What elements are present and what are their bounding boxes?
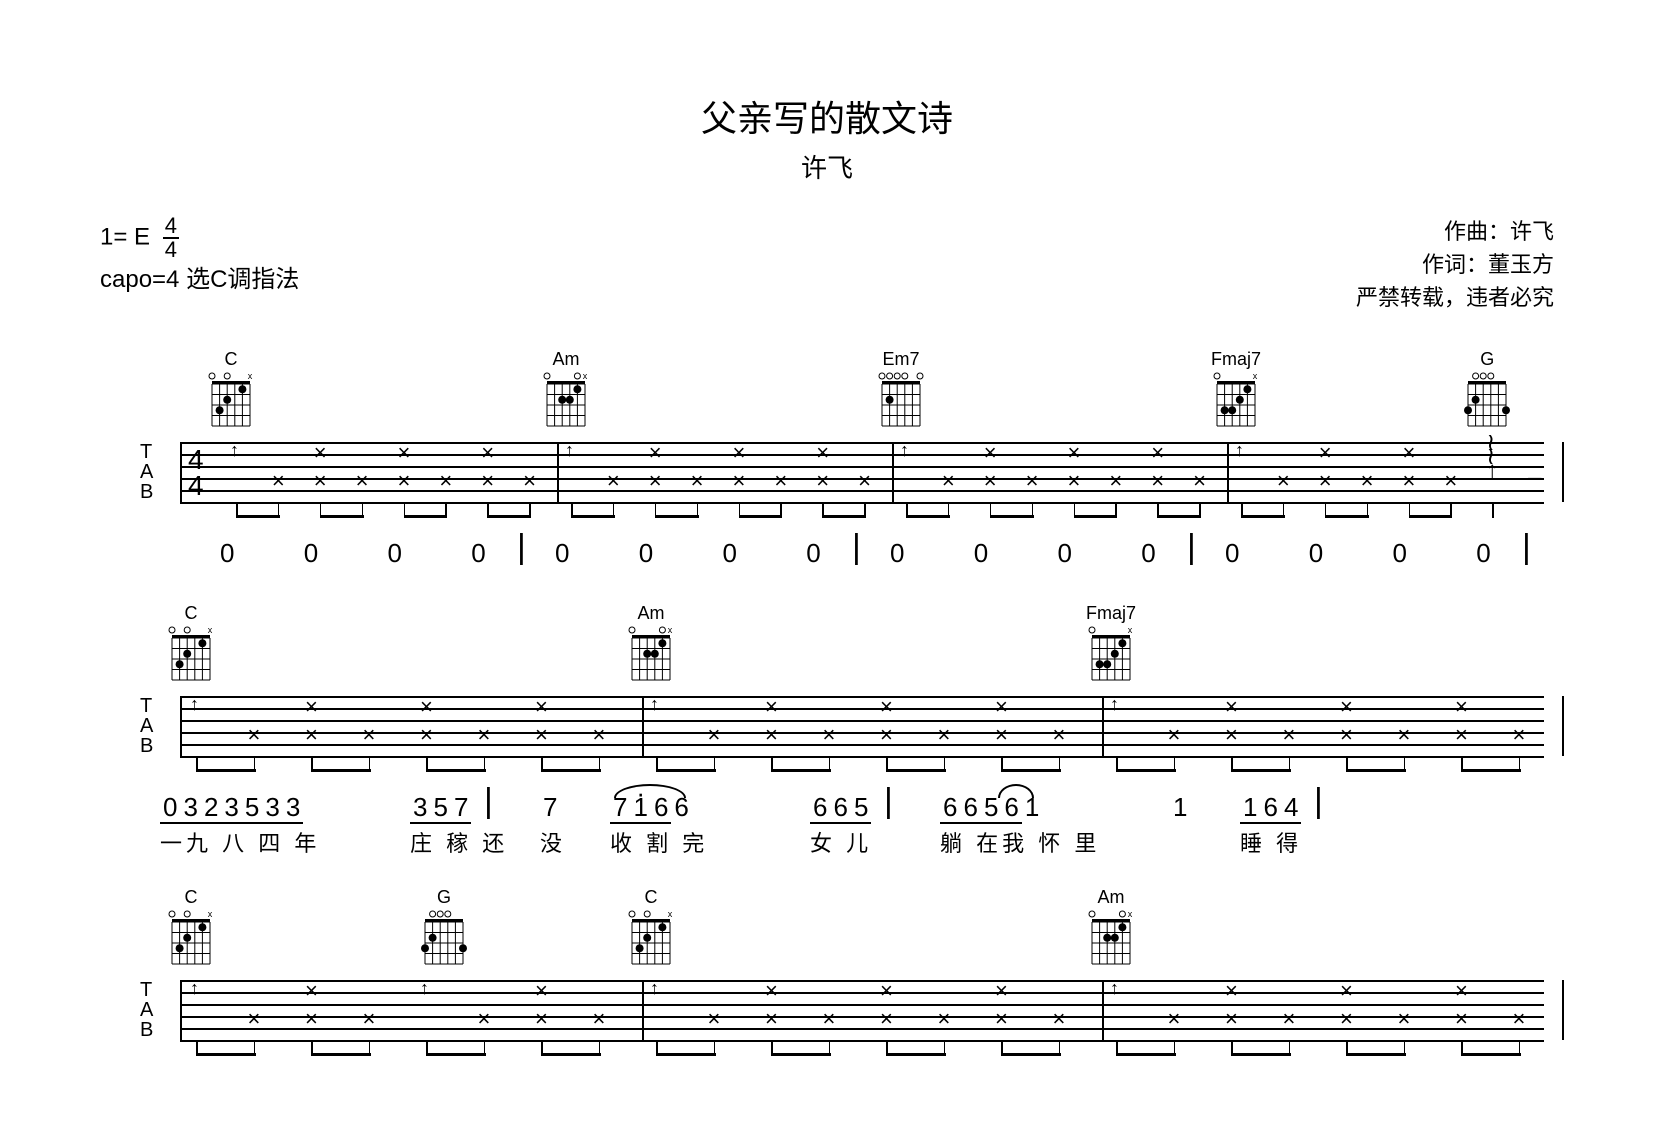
tab-clef: TAB [140, 980, 153, 1040]
tab-systems: CxAmxEm7Fmaj7xGTAB44↑××××××××××↑××××××××… [100, 338, 1554, 1060]
chord-diagram: Fmaj7x [1211, 349, 1261, 432]
song-title: 父亲写的散文诗 [100, 90, 1554, 142]
svg-text:x: x [248, 372, 253, 381]
system: CxAmxEm7Fmaj7xGTAB44↑××××××××××↑××××××××… [100, 338, 1554, 578]
tab-clef: TAB [140, 696, 153, 756]
system: Cx G Cx AmxTAB↑××××↑××××↑××××××××××↑×××××××… [100, 876, 1554, 1060]
tab-staff: TAB↑××××××××××↑××××××××××↑×××××××××× [130, 686, 1544, 776]
svg-text:x: x [208, 910, 213, 919]
chord-diagram: Amx [541, 349, 591, 432]
svg-text:x: x [208, 626, 213, 635]
system: Cx Amx Fmaj7xTAB↑××××××××××↑××××××××××↑×××… [100, 592, 1554, 862]
key-label: 1= E [100, 223, 150, 250]
composer: 作曲：许飞 [1356, 215, 1554, 248]
tab-clef: TAB [140, 442, 153, 502]
svg-text:x: x [1128, 626, 1133, 635]
chord-diagram: Fmaj7x [1086, 603, 1136, 686]
tab-staff: TAB44↑××××××××××↑××××××××××↑××××××××××↑×… [130, 432, 1544, 522]
copyright: 严禁转载，违者必究 [1356, 281, 1554, 314]
svg-text:x: x [1128, 910, 1133, 919]
chord-diagram: Cx [166, 887, 216, 970]
chord-diagram: G [1462, 349, 1512, 432]
svg-text:x: x [668, 626, 673, 635]
chord-diagram: Amx [1086, 887, 1136, 970]
tab-staff: TAB↑××××↑××××↑××××××××××↑×××××××××× [130, 970, 1544, 1060]
chord-diagram: Amx [626, 603, 676, 686]
lyricist: 作词：董玉方 [1356, 248, 1554, 281]
chord-diagram: G [419, 887, 469, 970]
number-notation: 0323533一九 八 四 年357庄 稼 还|7没7166收 割 完665女 … [100, 782, 1554, 862]
artist-name: 许飞 [100, 148, 1554, 185]
chord-diagram: Em7 [876, 349, 926, 432]
svg-text:x: x [583, 372, 588, 381]
svg-text:x: x [668, 910, 673, 919]
capo-line: capo=4 选C调指法 [100, 261, 299, 299]
chord-diagram: Cx [166, 603, 216, 686]
tab-time-sig: 44 [188, 446, 204, 498]
number-notation: 0000|0000|0000|0000| [100, 528, 1554, 578]
chord-diagram: Cx [626, 887, 676, 970]
meta-row: 1= E 4 4 capo=4 选C调指法 作曲：许飞 作词：董玉方 严禁转载，… [100, 215, 1554, 314]
svg-text:x: x [1253, 372, 1258, 381]
chord-diagram: Cx [206, 349, 256, 432]
time-signature: 4 4 [163, 215, 179, 261]
